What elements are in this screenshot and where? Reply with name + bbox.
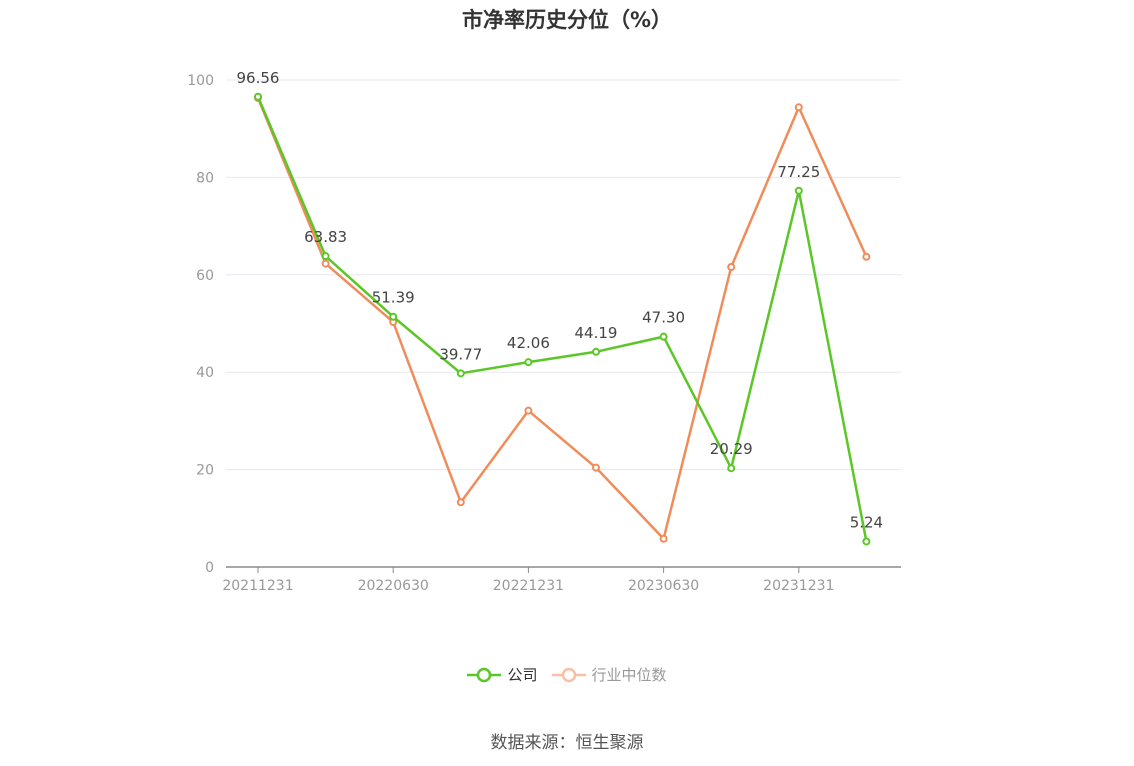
data-point-company xyxy=(659,332,668,341)
data-label-company: 63.83 xyxy=(304,228,347,246)
legend-company-marker xyxy=(467,667,502,682)
label-layer: 96.56 63.83 51.39 39.77 42.06 44.19 47.30 20.29… xyxy=(237,69,884,532)
data-point-industry xyxy=(456,498,465,507)
y-tick-label: 20 xyxy=(196,463,214,479)
data-point-industry xyxy=(592,463,600,472)
data-point-company xyxy=(524,358,533,367)
data-point-company xyxy=(456,369,465,378)
chart-title: 市净率历史分位（%） xyxy=(461,8,673,32)
data-point-industry xyxy=(794,103,803,112)
x-tick-label: 20211231 xyxy=(222,578,293,594)
data-label-company: 77.25 xyxy=(777,163,820,181)
data-label-company: 5.24 xyxy=(850,513,883,531)
legend: 公司 行业中位数 xyxy=(0,664,1134,685)
data-point-industry xyxy=(321,259,330,268)
x-tick-label: 20220630 xyxy=(358,578,429,594)
series-layer xyxy=(254,92,871,546)
data-point-industry xyxy=(727,263,736,272)
data-point-company xyxy=(592,347,600,356)
data-point-company xyxy=(254,92,262,101)
y-tick-label: 100 xyxy=(187,73,214,89)
data-point-company xyxy=(389,312,398,321)
legend-item-company[interactable]: 公司 xyxy=(467,664,538,685)
y-tick-label: 40 xyxy=(196,365,214,381)
data-label-company: 96.56 xyxy=(237,69,280,87)
data-label-company: 42.06 xyxy=(507,334,550,352)
grid-layer xyxy=(226,79,901,471)
data-label-company: 44.19 xyxy=(575,324,618,342)
x-tick-label: 20221231 xyxy=(493,578,564,594)
y-tick-label: 60 xyxy=(196,268,214,284)
data-point-company xyxy=(321,252,330,261)
data-point-company xyxy=(727,464,736,473)
y-tick-label: 80 xyxy=(196,170,214,186)
data-label-company: 39.77 xyxy=(439,345,482,363)
legend-item-industry[interactable]: 行业中位数 xyxy=(551,664,667,685)
x-tick-label: 20230630 xyxy=(628,578,699,594)
legend-company-label: 公司 xyxy=(507,666,538,684)
legend-industry-marker xyxy=(551,667,586,682)
data-label-company: 47.30 xyxy=(642,309,685,327)
data-point-company xyxy=(794,186,803,195)
legend-industry-label: 行业中位数 xyxy=(591,666,667,684)
data-point-company xyxy=(862,537,871,546)
axis-layer: 0 20 40 60 80 100 20211231 20220630 20221231 2023… xyxy=(187,73,901,594)
data-point-industry xyxy=(659,534,668,543)
source-note: 数据来源：恒生聚源 xyxy=(490,733,644,753)
series-line-company xyxy=(256,96,868,542)
x-tick-label: 20231231 xyxy=(763,578,834,594)
data-label-company: 20.29 xyxy=(710,440,753,458)
y-tick-label: 0 xyxy=(205,560,214,576)
data-point-industry xyxy=(862,252,871,261)
data-point-industry xyxy=(524,406,533,415)
series-line-industry xyxy=(256,97,868,541)
data-label-company: 51.39 xyxy=(372,289,415,307)
